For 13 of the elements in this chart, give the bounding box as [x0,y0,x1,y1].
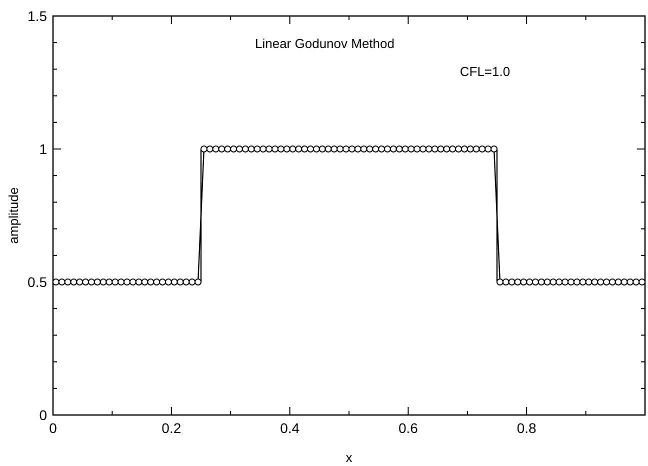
annotation: Linear Godunov Method [255,36,394,51]
x-axis-title: x [346,450,353,465]
y-tick-label: 0.5 [28,274,48,290]
x-tick-label: 0.2 [162,420,182,436]
x-tick-label: 0.4 [280,420,300,436]
y-tick-label: 1.5 [28,8,48,24]
y-tick-label: 1 [39,141,48,157]
x-tick-label: 0 [49,420,58,436]
annotation: CFL=1.0 [460,64,510,79]
y-tick-label: 0 [39,407,48,423]
x-tick-label: 0.6 [398,420,418,436]
y-axis-title: amplitude [6,187,21,244]
x-tick-label: 0.8 [516,420,537,436]
